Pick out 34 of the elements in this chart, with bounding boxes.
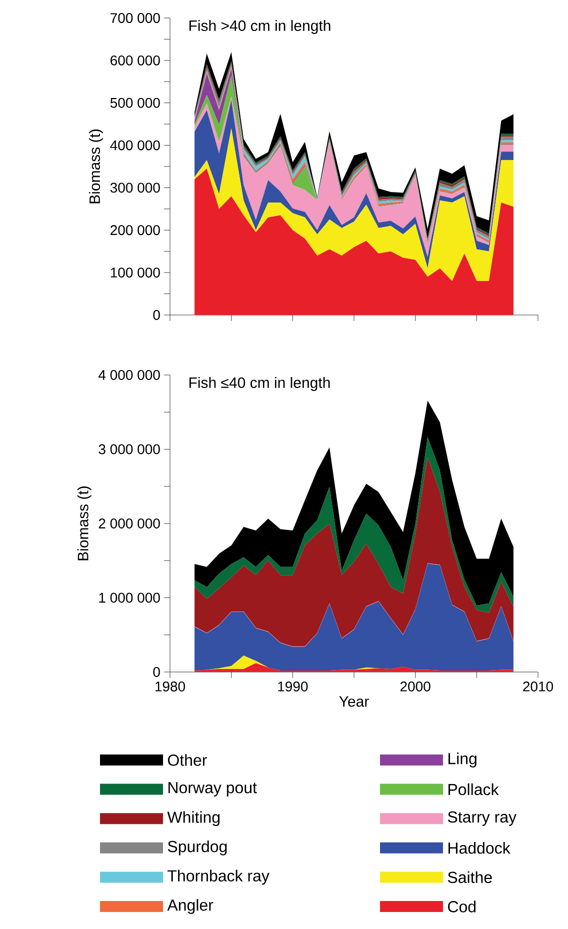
y-tick-label: 600 000 [110,55,160,66]
y-tick-label: 0 [153,667,160,677]
x-tick-label: 2000 [400,682,430,692]
legend-label: Angler [167,899,214,914]
y-tick-label: 400 000 [110,140,160,150]
y-tick-label: 300 000 [110,182,160,193]
chart-title: Fish ≤40 cm in length [189,376,330,391]
y-tick-label: 500 000 [110,98,160,108]
y-tick-label: 200 000 [110,225,160,236]
y-tick-label: 2 000 000 [98,518,160,528]
legend-label: Spurdog [168,840,227,856]
legend-label: Thornback ray [168,870,270,885]
y-tick-label: 700 000 [110,13,160,23]
legend-label: Other [168,754,207,766]
y-tick-label: 0 [153,310,160,320]
x-tick-label: 1980 [155,682,186,692]
legend-label: Whiting [167,811,220,826]
y-axis-title: Biomass (t) [77,486,92,560]
legend-label: Haddock [448,842,510,854]
legend-label: Saithe [448,871,492,884]
legend-label: Ling [448,752,476,768]
x-tick-label: 1990 [278,682,308,692]
y-axis-title: Biomass (t) [89,130,103,204]
legend-label: Norway pout [168,782,257,796]
x-tick-label: 2010 [523,682,554,692]
legend-label: Starry ray [448,811,516,826]
chart-title: Fish >40 cm in length [189,20,330,34]
y-tick-label: 3 000 000 [98,444,160,454]
y-tick-label: 1 000 000 [99,592,160,603]
legend-label: Pollack [448,783,499,796]
y-tick-label: 4 000 000 [98,370,160,380]
x-axis-title: Year [339,696,369,707]
y-tick-label: 100 000 [110,268,160,278]
legend-label: Cod [448,900,476,912]
